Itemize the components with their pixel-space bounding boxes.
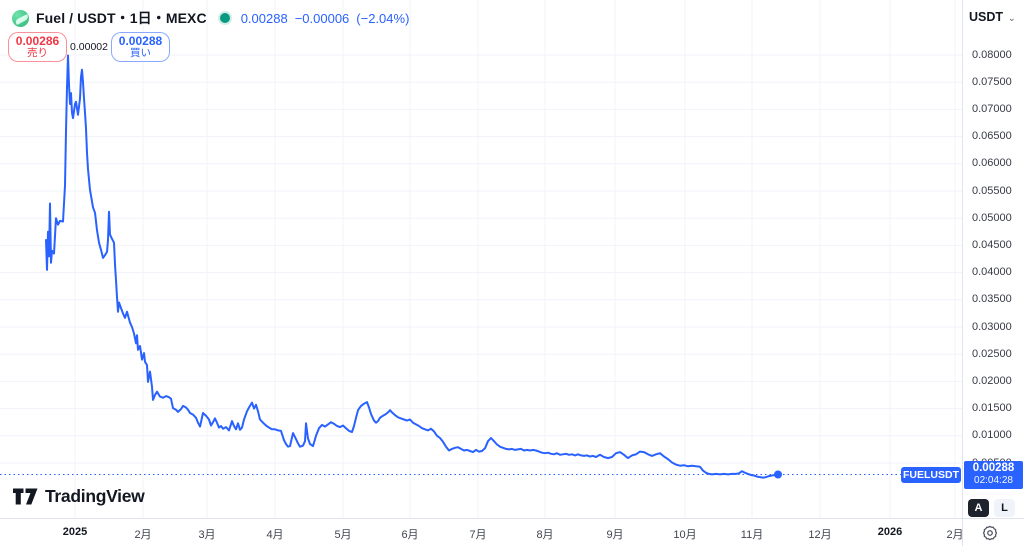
quote-panel: 0.00286 売り 0.00002 0.00288 買い [8,32,170,62]
time-axis-label: 3月 [198,529,216,541]
symbol-title-link[interactable]: Fuel / USDT・1日・MEXC [36,10,207,26]
price-axis-label: 0.04000 [972,266,1012,279]
price-series-line [45,54,779,479]
price-axis-label: 0.05500 [972,184,1012,197]
time-axis-label: 12月 [808,529,832,541]
market-status-dot-icon [219,13,230,23]
price-change: −0.00006 [294,10,350,26]
price-axis-label: 0.03000 [972,320,1012,333]
price-axis-label: 0.06500 [972,130,1012,143]
price-axis-label: 0.01500 [972,402,1012,415]
time-axis-label: 11月 [740,529,764,541]
currency-dropdown[interactable]: USDT ⌄ [969,10,1016,24]
buy-button[interactable]: 0.00288 買い [111,32,170,62]
sell-button[interactable]: 0.00286 売り [8,32,67,62]
time-axis[interactable]: 2025 2月 3月 4月 5月 6月 7月 8月 9月 10月 11月 12月 2026 2月 [0,519,964,546]
time-axis-label: 2025 [62,526,88,538]
sell-label: 売り [27,46,48,59]
buy-price: 0.00288 [118,34,163,49]
bar-countdown: 02:04:28 [974,475,1013,487]
price-axis-label: 0.07000 [972,102,1012,115]
price-axis-label: 0.02500 [972,347,1012,360]
price-line-chart [0,0,962,518]
last-price-marker [774,470,782,479]
time-axis-label: 9月 [606,529,624,541]
price-axis-label: 0.08000 [972,48,1012,61]
price-axis-label: 0.01000 [972,429,1012,442]
time-axis-label: 4月 [266,529,284,541]
log-scale-button[interactable]: L [994,499,1015,517]
time-axis-label: 7月 [469,529,487,541]
current-price-axis-badge: 0.00288 02:04:28 [964,460,1023,489]
price-axis-label: 0.03500 [972,293,1012,306]
price-axis-label: 0.06000 [972,157,1012,170]
price-change-percent: (−2.04%) [356,10,410,26]
symbol-price-flag: FUELUSDT [901,466,961,483]
price-axis-label: 0.02000 [972,374,1012,387]
axis-horizontal-separator [0,518,1024,519]
time-axis-label: 6月 [401,529,419,541]
currency-label: USDT [969,10,1004,24]
time-axis-label: 2月 [134,529,152,541]
price-summary: 0.00288 −0.00006 (−2.04%) [241,11,410,26]
tradingview-logo-link[interactable]: TradingView [13,486,145,507]
price-axis-label: 0.05000 [972,211,1012,224]
chart-header: Fuel / USDT・1日・MEXC 0.00288 −0.00006 (−2… [12,8,409,28]
time-axis-label: 8月 [536,529,554,541]
tradingview-logo-text: TradingView [45,486,145,506]
time-axis-label: 5月 [334,529,352,541]
price-axis-label: 0.07500 [972,75,1012,88]
fuel-coin-icon [12,9,29,27]
price-axis-label: 0.04500 [972,238,1012,251]
time-axis-label: 10月 [673,529,697,541]
chevron-down-icon: ⌄ [1008,12,1016,23]
settings-gear-icon[interactable] [981,524,999,542]
last-price: 0.00288 [240,10,288,26]
price-axis[interactable]: USDT ⌄ 0.08000 0.07500 0.07000 0.06500 0.060… [963,0,1024,518]
time-axis-label: 2026 [877,526,903,538]
scale-buttons: A L [968,499,1015,517]
auto-scale-button[interactable]: A [968,499,989,517]
spread-value: 0.00002 [70,41,108,53]
axis-vertical-separator [962,0,963,546]
chart-plot-area[interactable] [0,0,962,518]
buy-label: 買い [130,46,151,59]
current-price-value: 0.00288 [972,462,1015,475]
time-axis-label: 2月 [946,529,964,541]
sell-price: 0.00286 [15,34,60,49]
tradingview-mark-icon [13,488,38,505]
